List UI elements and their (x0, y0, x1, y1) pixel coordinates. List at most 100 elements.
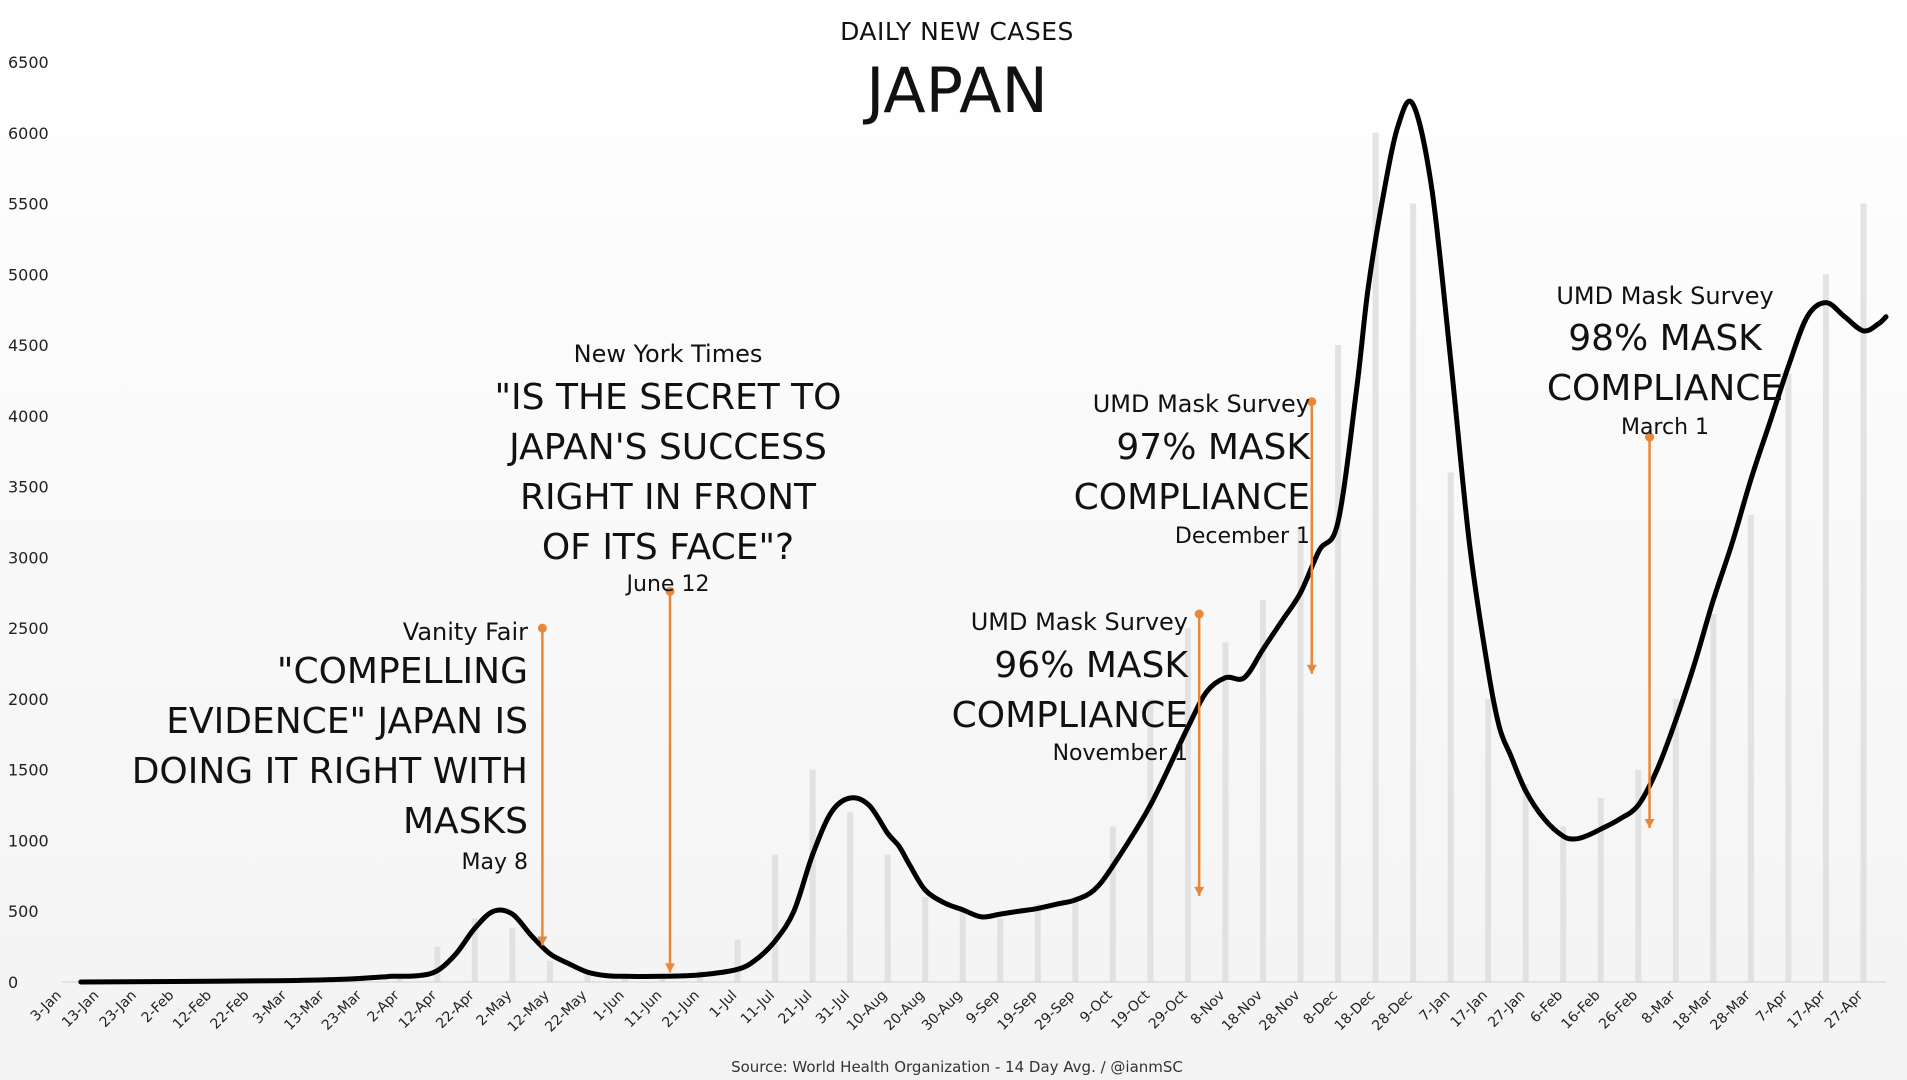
chart-subtitle: JAPAN (862, 54, 1048, 127)
annotation: New York Times "IS THE SECRET TO JAPAN'S S… (495, 340, 842, 973)
daily-bar (471, 918, 478, 982)
annotations: Vanity Fair "COMPELLING EVIDENCE" JAPAN IS… (132, 282, 1783, 973)
annotation-source: UMD Mask Survey (971, 608, 1188, 636)
annotation-arrow-dot (1307, 397, 1317, 407)
annotation-arrow-dot (665, 586, 675, 596)
daily-bar (959, 911, 966, 982)
daily-bar (434, 946, 441, 982)
y-tick-label: 5000 (8, 265, 49, 284)
annotation-headline: DOING IT RIGHT WITH (132, 751, 528, 792)
daily-bar (1184, 628, 1191, 982)
daily-bar (1672, 698, 1679, 982)
y-tick-label: 6500 (8, 53, 49, 72)
annotation-arrow-head (1644, 818, 1655, 828)
y-tick-label: 6000 (8, 124, 49, 143)
annotation-arrow-dot (1645, 432, 1655, 442)
y-tick-label: 1000 (8, 831, 49, 850)
annotation-arrow-head (537, 936, 548, 946)
annotation-headline: "COMPELLING (277, 651, 528, 692)
daily-bar (1447, 472, 1454, 982)
annotation-date: March 1 (1621, 415, 1709, 440)
daily-bar (1410, 203, 1417, 983)
y-tick-label: 3000 (8, 548, 49, 567)
annotation-arrow-dot (537, 623, 547, 633)
annotation-source: UMD Mask Survey (1093, 390, 1310, 418)
daily-bar (1635, 769, 1642, 982)
annotation-arrow-dot (1194, 609, 1204, 619)
annotation: Vanity Fair "COMPELLING EVIDENCE" JAPAN IS… (132, 618, 548, 946)
annotation: UMD Mask Survey 96% MASK COMPLIANCE Novembe… (952, 608, 1205, 896)
source-note: Source: World Health Organization - 14 D… (731, 1058, 1183, 1076)
annotation-headline: 98% MASK (1568, 318, 1763, 359)
daily-bar (584, 974, 591, 982)
y-tick-label: 4500 (8, 336, 49, 355)
daily-bar (1860, 203, 1867, 983)
daily-bar (809, 769, 816, 982)
daily-bar (1147, 698, 1154, 982)
annotation-headline: OF ITS FACE"? (542, 527, 794, 568)
annotation-source: UMD Mask Survey (1556, 282, 1773, 310)
annotation-date: May 8 (462, 850, 528, 875)
daily-bar (734, 939, 741, 982)
annotation-headline: COMPLIANCE (1074, 477, 1310, 518)
daily-bar (1785, 373, 1792, 982)
annotation-headline: COMPLIANCE (952, 695, 1188, 736)
chart-title: DAILY NEW CASES (840, 17, 1074, 46)
y-tick-label: 3500 (8, 478, 49, 497)
daily-bar (509, 928, 516, 982)
daily-bar (1222, 642, 1229, 982)
y-tick-label: 500 (8, 902, 39, 921)
annotation-headline: "IS THE SECRET TO (495, 377, 842, 418)
annotation-date: December 1 (1175, 524, 1310, 549)
daily-bar (621, 976, 628, 982)
y-tick-label: 5500 (8, 195, 49, 214)
daily-bar (659, 976, 666, 982)
annotation-arrow-head (1194, 886, 1205, 896)
annotation-headline: RIGHT IN FRONT (520, 477, 817, 518)
annotation-source: New York Times (574, 340, 763, 368)
y-tick-label: 2500 (8, 619, 49, 638)
daily-bar (847, 812, 854, 982)
daily-bar (1822, 274, 1829, 982)
y-tick-label: 2000 (8, 690, 49, 709)
daily-bar (884, 854, 891, 982)
daily-bar (1747, 514, 1754, 982)
annotation-headline: JAPAN'S SUCCESS (507, 427, 827, 468)
annotation-arrow-head (1306, 664, 1317, 674)
annotation-date: November 1 (1053, 741, 1188, 766)
annotation-headline: 97% MASK (1116, 427, 1311, 468)
annotation-headline: COMPLIANCE (1547, 368, 1783, 409)
daily-bar (1335, 345, 1342, 983)
annotation-date: June 12 (625, 572, 710, 597)
annotation-source: Vanity Fair (403, 618, 528, 646)
y-tick-label: 4000 (8, 407, 49, 426)
daily-bar (1259, 599, 1266, 982)
cases-line (78, 98, 1889, 985)
daily-bar (922, 897, 929, 982)
annotation-headline: MASKS (403, 801, 528, 842)
daily-bar (1072, 897, 1079, 982)
daily-bar (1372, 132, 1379, 982)
daily-bar (997, 918, 1004, 982)
daily-bar (1710, 614, 1717, 982)
y-tick-label: 0 (8, 973, 18, 992)
y-tick-label: 1500 (8, 761, 49, 780)
annotation-headline: EVIDENCE" JAPAN IS (166, 701, 528, 742)
daily-bar (546, 960, 553, 982)
daily-bar (1560, 826, 1567, 982)
annotation-headline: 96% MASK (994, 645, 1189, 686)
daily-bar (1034, 904, 1041, 982)
daily-bar (1522, 783, 1529, 982)
y-axis: 0 500 1000 1500 2000 2500 3000 3500 4000 4500 5000… (8, 53, 1886, 992)
daily-bar (1485, 698, 1492, 982)
daily-bars (59, 132, 1867, 983)
daily-bar (1297, 529, 1304, 982)
annotation: UMD Mask Survey 98% MASK COMPLIANCE March 1 (1547, 282, 1783, 828)
daily-bar (1109, 826, 1116, 982)
annotation: UMD Mask Survey 97% MASK COMPLIANCE Decembe… (1074, 390, 1317, 674)
daily-bar (772, 854, 779, 982)
daily-bar (1597, 798, 1604, 982)
